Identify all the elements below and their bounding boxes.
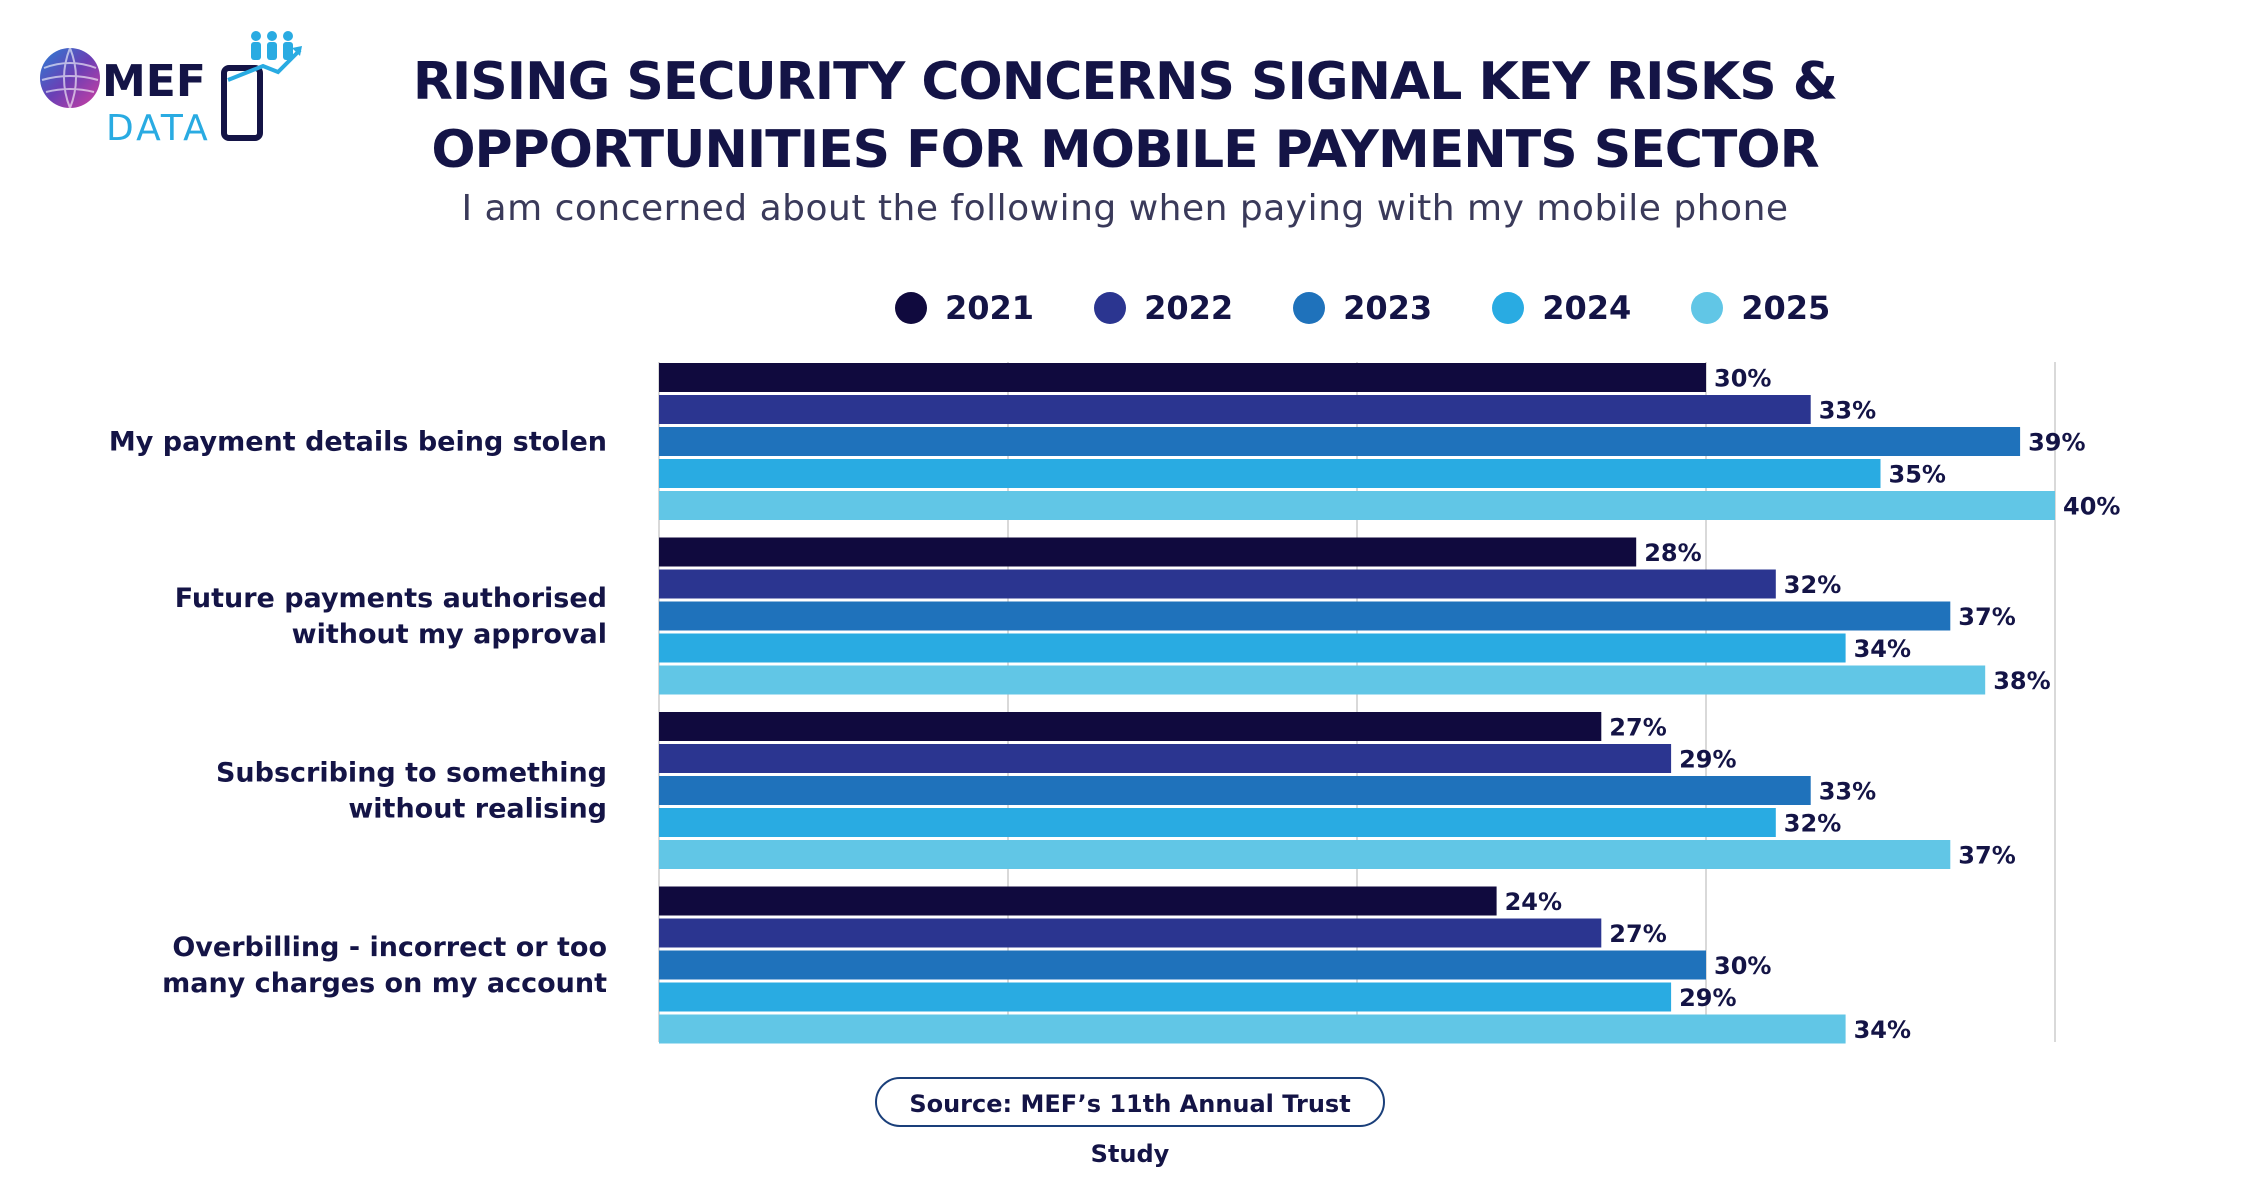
legend-label-2021: 2021 <box>945 289 1035 327</box>
chart-title: RISING SECURITY CONCERNS SIGNAL KEY RISK… <box>0 48 2250 184</box>
category-label-line: Overbilling - incorrect or too <box>172 932 607 963</box>
legend-swatch-2025 <box>1691 292 1724 324</box>
chart-subtitle: I am concerned about the following when … <box>461 188 1789 229</box>
source-note: Source: MEF’s 11th Annual Trust Study <box>875 1077 1385 1168</box>
bar-2025 <box>659 491 2055 520</box>
bar-2023 <box>659 950 1706 980</box>
legend-swatch-2022 <box>1094 292 1127 324</box>
chart-legend: 2021 2022 2023 2024 2025 <box>895 288 1890 328</box>
data-label: 24% <box>1505 888 1562 916</box>
legend-label-2024: 2024 <box>1542 289 1632 327</box>
data-label: 39% <box>2028 429 2085 457</box>
bar-2024 <box>659 633 1846 663</box>
legend-swatch-2021 <box>895 292 927 324</box>
phone-icon <box>221 65 263 141</box>
data-label: 34% <box>1854 635 1911 663</box>
bar-2021 <box>659 712 1602 741</box>
legend-item-2022: 2022 <box>1094 289 1233 327</box>
data-label: 27% <box>1609 714 1666 742</box>
bar-2024 <box>659 459 1881 488</box>
bar-2022 <box>659 569 1776 599</box>
bar-2021 <box>659 537 1637 567</box>
category-label-line: without my approval <box>292 619 607 650</box>
legend-item-2025: 2025 <box>1691 289 1830 327</box>
bar-2025 <box>659 840 1951 869</box>
logo-mef-text: MEF <box>102 56 206 107</box>
people-icon <box>251 31 293 60</box>
data-label: 30% <box>1714 952 1771 980</box>
legend-item-2023: 2023 <box>1293 289 1432 327</box>
data-label: 30% <box>1714 365 1771 393</box>
data-label: 27% <box>1609 920 1666 948</box>
data-label: 37% <box>1958 842 2015 870</box>
chart-title-line-2: OPPORTUNITIES FOR MOBILE PAYMENTS SECTOR <box>431 120 1819 180</box>
data-label: 34% <box>1854 1016 1911 1044</box>
mef-data-logo: MEF DATA <box>40 31 302 149</box>
data-label: 29% <box>1679 746 1736 774</box>
bar-2025 <box>659 665 1986 695</box>
data-label: 33% <box>1819 778 1876 806</box>
legend-item-2024: 2024 <box>1492 289 1631 327</box>
data-label: 35% <box>1889 461 1946 489</box>
bar-2024 <box>659 808 1776 837</box>
data-label: 37% <box>1958 603 2015 631</box>
bar-2023 <box>659 776 1811 805</box>
bar-2022 <box>659 395 1811 424</box>
data-label: 38% <box>1993 667 2050 695</box>
bar-2025 <box>659 1014 1846 1044</box>
data-label: 29% <box>1679 984 1736 1012</box>
category-label-line: Subscribing to something <box>216 758 607 789</box>
category-label-line: Future payments authorised <box>175 583 607 614</box>
category-label: Overbilling - incorrect or too many charg… <box>162 932 607 999</box>
legend-item-2021: 2021 <box>895 289 1034 327</box>
category-label-line: My payment details being stolen <box>109 427 607 458</box>
data-label: 40% <box>2063 493 2120 521</box>
bar-2022 <box>659 744 1672 773</box>
data-label: 33% <box>1819 397 1876 425</box>
logo-data-text: DATA <box>106 108 211 149</box>
category-label-line: many charges on my account <box>162 968 607 999</box>
category-label-line: without realising <box>348 794 607 825</box>
globe-icon <box>40 48 100 108</box>
data-label: 32% <box>1784 571 1841 599</box>
legend-label-2022: 2022 <box>1144 289 1234 327</box>
arrow-up-icon <box>227 48 302 82</box>
bar-2023 <box>659 601 1951 631</box>
category-label: Subscribing to something without realisin… <box>216 758 607 825</box>
legend-swatch-2023 <box>1293 292 1326 324</box>
bar-2022 <box>659 918 1602 948</box>
bar-2021 <box>659 886 1497 916</box>
data-label: 28% <box>1644 539 1701 567</box>
bar-2021 <box>659 363 1706 392</box>
bar-2023 <box>659 427 2021 456</box>
category-label: My payment details being stolen <box>109 427 607 458</box>
legend-swatch-2024 <box>1492 292 1525 324</box>
legend-label-2025: 2025 <box>1741 289 1831 327</box>
bar-2024 <box>659 982 1672 1012</box>
legend-label-2023: 2023 <box>1343 289 1433 327</box>
data-label: 32% <box>1784 810 1841 838</box>
category-label: Future payments authorised without my app… <box>175 583 607 650</box>
chart-title-line-1: RISING SECURITY CONCERNS SIGNAL KEY RISK… <box>412 52 1838 112</box>
